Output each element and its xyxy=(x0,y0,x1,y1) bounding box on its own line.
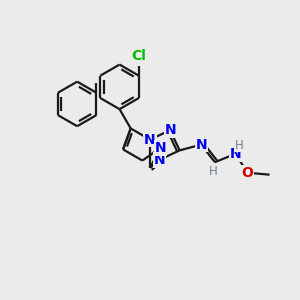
Text: H: H xyxy=(209,165,218,178)
Text: Cl: Cl xyxy=(131,49,146,63)
Text: N: N xyxy=(154,153,165,167)
Text: N: N xyxy=(144,133,156,147)
Text: N: N xyxy=(230,147,242,161)
Text: N: N xyxy=(195,138,207,152)
Text: N: N xyxy=(164,123,176,137)
Text: H: H xyxy=(235,139,244,152)
Text: O: O xyxy=(242,166,253,180)
Text: N: N xyxy=(155,141,167,155)
